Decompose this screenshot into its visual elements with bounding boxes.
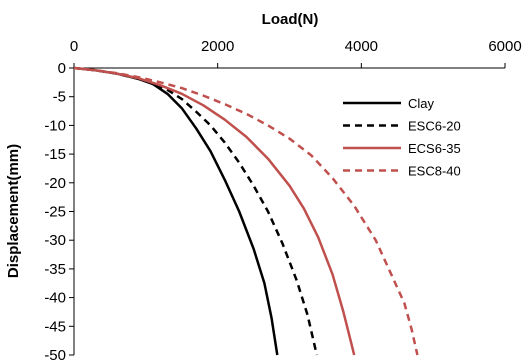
- legend-label-esc8-40: ESC8-40: [408, 164, 461, 179]
- y-tick-label: 0: [58, 60, 66, 77]
- x-tick-label: 6000: [488, 38, 521, 55]
- y-tick-label: -30: [44, 232, 66, 249]
- legend-label-ecs6-35: ECS6-35: [408, 141, 461, 156]
- legend-label-esc6-20: ESC6-20: [408, 119, 461, 134]
- y-tick-label: -5: [53, 89, 66, 106]
- x-tick-label: 0: [70, 38, 78, 55]
- y-tick-label: -15: [44, 146, 66, 163]
- axes: 0 2000 4000 6000 0 -5 -10 -15 -20 -25 -30 -35 -40 -45…: [44, 38, 521, 362]
- y-tick-label: -50: [44, 347, 66, 362]
- series-line-ecs6-35: [73, 66, 356, 356]
- legend: Clay ESC6-20 ECS6-35 ESC8-40: [343, 96, 461, 179]
- series-line-esc8-40: [73, 66, 419, 356]
- series-line-clay: [73, 66, 279, 356]
- x-tick-label: 2000: [201, 38, 234, 55]
- y-tick-label: -10: [44, 117, 66, 134]
- series-layer: [73, 66, 419, 356]
- y-axis-title: Displacement(mm): [5, 144, 22, 278]
- y-tick-label: -20: [44, 175, 66, 192]
- series-line-esc6-20: [73, 66, 319, 356]
- y-tick-label: -45: [44, 318, 66, 335]
- x-axis-title: Load(N): [262, 11, 319, 28]
- y-tick-label: -40: [44, 290, 66, 307]
- y-tick-label: -25: [44, 204, 66, 221]
- y-tick-label: -35: [44, 261, 66, 278]
- x-tick-label: 4000: [345, 38, 378, 55]
- legend-label-clay: Clay: [408, 96, 435, 111]
